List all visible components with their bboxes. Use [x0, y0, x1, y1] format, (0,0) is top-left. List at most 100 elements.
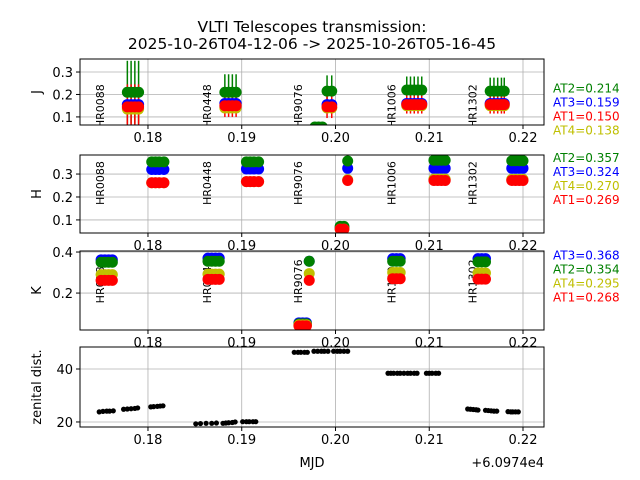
zenith-point [341, 348, 347, 354]
legend-AT3: AT3=0.159 [553, 95, 620, 109]
star-label: HR0448 [201, 161, 214, 205]
axes-frame [79, 250, 545, 331]
data-point-AT2 [416, 84, 428, 96]
panel-3: 0.18 0.19 0.20 0.21 0.22 20 40 zenital dist. [30, 346, 545, 448]
zenith-point [203, 420, 209, 426]
y-tick-label: 40 [56, 363, 73, 378]
data-point-AT1 [439, 174, 451, 186]
legend-AT4: AT4=0.138 [553, 123, 620, 137]
chart-title-line2: 2025-10-26T04-12-06 -> 2025-10-26T05-16-… [128, 35, 496, 53]
x-tick-label: 0.21 [415, 131, 444, 146]
plot-area [96, 348, 521, 427]
star-label: HR1006 [386, 161, 399, 205]
x-tick-label: 0.19 [227, 239, 256, 254]
panel-2: 0.180.190.200.210.220.20.4KHR0088HR0448H… [30, 246, 620, 351]
x-tick-label: 0.21 [415, 239, 444, 254]
plot-area: HR0088 HR0448 HR9076 HR1006 HR1302 [94, 60, 510, 128]
y-tick-label: 0.1 [52, 214, 73, 229]
legend-AT2: AT2=0.214 [553, 81, 620, 95]
data-point-AT1 [326, 101, 338, 113]
x-tick-label: 0.20 [321, 239, 350, 254]
x-tick-label: 0.18 [133, 433, 162, 448]
zenith-point [100, 408, 106, 414]
star-label: HR1302 [466, 84, 479, 128]
star-label: HR9076 [292, 84, 305, 128]
zenith-point [232, 419, 238, 425]
zenith-point [110, 408, 116, 414]
zenith-point [494, 408, 500, 414]
data-point-AT2 [158, 156, 170, 168]
zenith-point [321, 348, 327, 354]
data-point-AT1 [106, 274, 118, 286]
data-point-AT2 [394, 255, 406, 267]
zenith-point [325, 348, 331, 354]
zenith-point [414, 370, 420, 376]
data-point-AT2 [317, 121, 328, 125]
legend-AT1: AT1=0.269 [553, 193, 620, 207]
axes-frame [79, 154, 545, 234]
data-point-AT2 [517, 155, 529, 167]
data-point-AT2 [213, 255, 225, 267]
data-point-AT2 [498, 85, 510, 97]
data-point-AT1 [230, 100, 242, 112]
x-axis-label: MJD [299, 456, 324, 471]
zenith-point [197, 420, 204, 427]
zenith-point [291, 349, 297, 355]
y-axis-label: H [30, 189, 45, 199]
legend-AT2: AT2=0.357 [553, 151, 620, 165]
data-point-AT2 [326, 85, 338, 97]
data-point-AT1 [479, 273, 491, 285]
x-tick-label: 0.18 [133, 131, 162, 146]
legend-AT4: AT4=0.270 [553, 179, 620, 193]
y-axis-label: J [30, 90, 45, 95]
y-tick-label: 0.3 [52, 168, 73, 183]
zenith-point [304, 349, 310, 355]
zenith-point [160, 403, 166, 409]
zenith-point [150, 404, 157, 410]
zenith-point [226, 420, 232, 426]
zenith-point [407, 370, 414, 376]
data-point-AT1 [394, 273, 406, 285]
x-tick-label: 0.22 [509, 239, 538, 254]
zenith-point [337, 348, 343, 354]
zenith-point [345, 348, 351, 354]
data-point-AT1 [498, 99, 510, 111]
zenith-point [429, 370, 435, 376]
y-axis-label: K [30, 286, 45, 295]
y-axis-label: zenital dist. [30, 349, 45, 424]
zenith-point [193, 421, 199, 427]
legend-AT1: AT1=0.150 [553, 109, 620, 123]
zenith-point [397, 370, 403, 376]
zenith-point [106, 408, 113, 414]
zenith-point [135, 405, 141, 411]
star-label: HR0448 [201, 84, 214, 128]
y-tick-label: 0.4 [52, 246, 73, 261]
data-point-AT1 [517, 174, 529, 186]
data-point-AT1 [213, 273, 225, 285]
star-label: HR0088 [94, 84, 107, 128]
data-point-AT2 [479, 256, 491, 268]
star-label: HR0088 [94, 161, 107, 205]
zenith-point [124, 406, 130, 412]
x-tick-label: 0.19 [227, 433, 256, 448]
x-tick-label: 0.18 [133, 239, 162, 254]
data-point-AT1 [342, 174, 354, 186]
y-tick-label: 0.2 [52, 88, 73, 103]
legend-AT3: AT3=0.324 [553, 165, 620, 179]
data-point-AT1 [253, 176, 265, 188]
x-offset-label: +6.0974e4 [471, 456, 544, 471]
zenith-point [120, 406, 127, 412]
legend-AT3: AT3=0.368 [553, 249, 620, 263]
zenith-point [213, 420, 220, 426]
zenith-point [311, 348, 317, 354]
zenith-point [515, 409, 521, 415]
x-tick-label: 0.20 [321, 131, 350, 146]
star-label: HR1006 [386, 84, 399, 128]
data-point-AT1 [133, 101, 145, 113]
panel-1: 0.18 0.19 0.20 0.21 0.22 0.1 0.2 0.3 H HR0088 HR04… [30, 151, 620, 254]
legend-AT2: AT2=0.354 [553, 263, 620, 277]
panel-0: 0.18 0.19 0.20 0.21 0.22 0.1 0.2 0.3 J HR0088 HR04… [30, 58, 620, 146]
data-point-AT2 [106, 256, 118, 268]
